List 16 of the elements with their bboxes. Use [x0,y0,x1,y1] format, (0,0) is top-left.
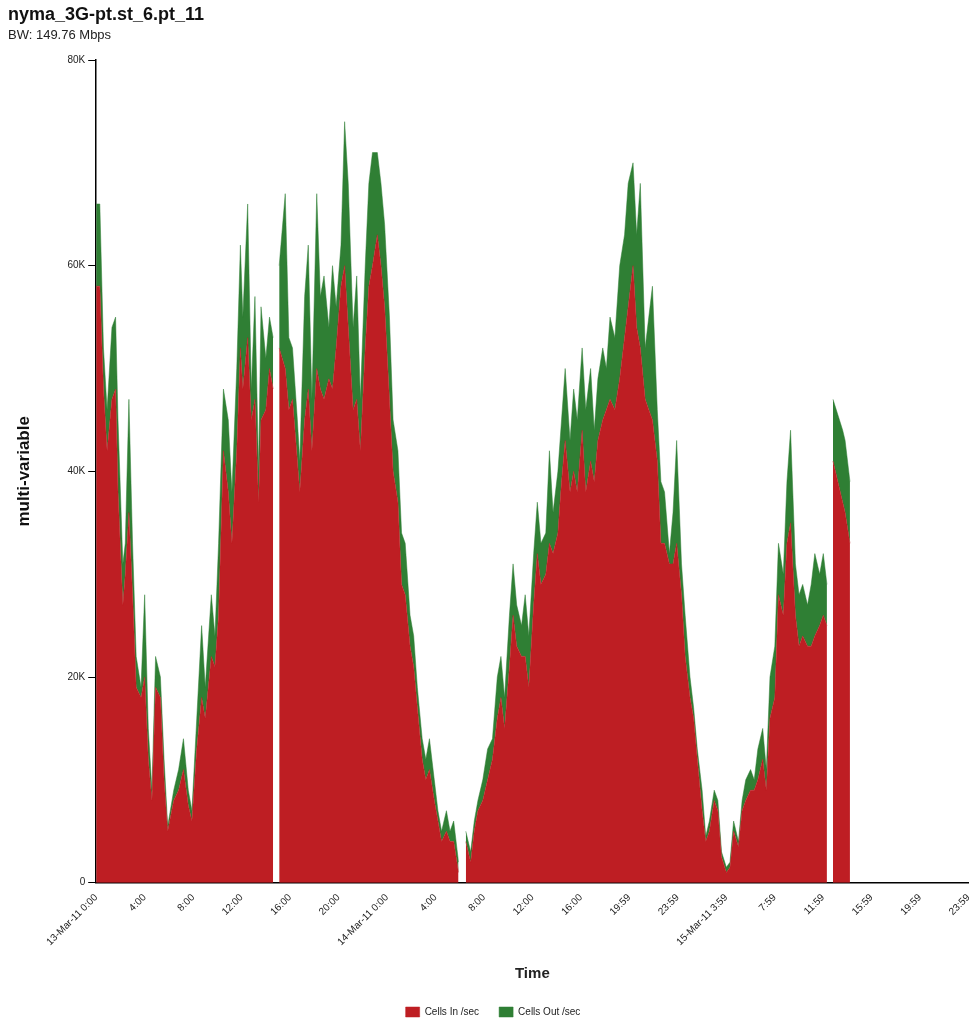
x-tick-label: 4:00 [126,891,149,914]
y-tick-label: 0 [79,876,86,888]
x-tick-label: 4:00 [417,891,440,914]
legend-label: Cells Out /sec [518,1005,581,1017]
y-tick-label: 20K [67,670,86,682]
y-axis-title: multi-variable [13,416,33,527]
x-axis-title: Time [514,964,550,982]
y-tick-label: 80K [67,53,86,65]
legend-label: Cells In /sec [424,1005,480,1017]
x-tick-label: 8:00 [465,891,488,914]
x-tick-label: 7:59 [756,891,779,914]
chart-title: nyma_3G-pt.st_6.pt_11 [8,4,205,25]
y-tick-label: 40K [67,465,86,477]
y-tick-label: 60K [67,259,86,271]
chart-subtitle: BW: 149.76 Mbps [8,27,112,42]
x-tick-label: 8:00 [174,891,197,914]
